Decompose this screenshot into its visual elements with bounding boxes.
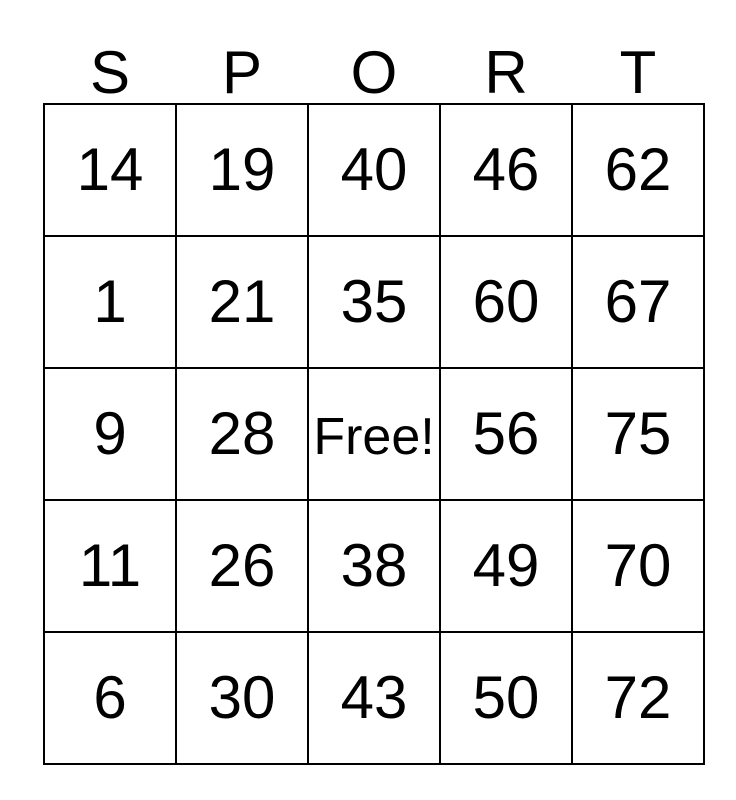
cell-number: 43 — [340, 664, 408, 731]
cell-number: 70 — [604, 532, 672, 599]
cell-number: 30 — [208, 664, 276, 731]
bingo-card: S P O R T 14 19 40 46 62 1 21 35 60 67 — [43, 0, 736, 765]
bingo-cell-r4c2[interactable]: 43 — [307, 631, 441, 765]
cell-number: 50 — [472, 664, 540, 731]
cell-number: 26 — [208, 532, 276, 599]
header-letter-t: T — [619, 39, 657, 106]
bingo-cell-r3c3[interactable]: 49 — [439, 499, 573, 633]
cell-number: 38 — [340, 532, 408, 599]
bingo-cell-r4c4[interactable]: 72 — [571, 631, 705, 765]
cell-number: 49 — [472, 532, 540, 599]
cell-number: 62 — [604, 136, 672, 203]
bingo-cell-r1c0[interactable]: 1 — [43, 235, 177, 369]
bingo-cell-r0c2[interactable]: 40 — [307, 103, 441, 237]
bingo-cell-r2c0[interactable]: 9 — [43, 367, 177, 501]
table-row: 6 30 43 50 72 — [43, 631, 705, 765]
cell-number: 1 — [93, 268, 127, 335]
cell-number: 67 — [604, 268, 672, 335]
bingo-cell-r4c1[interactable]: 30 — [175, 631, 309, 765]
table-row: 9 28 Free! 56 75 — [43, 367, 705, 501]
bingo-cell-r0c1[interactable]: 19 — [175, 103, 309, 237]
cell-number: 6 — [93, 664, 127, 731]
bingo-cell-r4c3[interactable]: 50 — [439, 631, 573, 765]
cell-number: 21 — [208, 268, 276, 335]
cell-number: 72 — [604, 664, 672, 731]
table-row: 14 19 40 46 62 — [43, 103, 705, 237]
cell-number: 28 — [208, 400, 276, 467]
column-letters-row: S P O R T — [44, 0, 704, 104]
bingo-cell-r2c3[interactable]: 56 — [439, 367, 573, 501]
bingo-cell-r0c4[interactable]: 62 — [571, 103, 705, 237]
cell-number: 9 — [93, 400, 127, 467]
bingo-cell-r4c0[interactable]: 6 — [43, 631, 177, 765]
bingo-cell-r3c1[interactable]: 26 — [175, 499, 309, 633]
cell-number: 60 — [472, 268, 540, 335]
header-letter-p: P — [221, 39, 263, 106]
bingo-cell-r3c0[interactable]: 11 — [43, 499, 177, 633]
bingo-cell-r1c1[interactable]: 21 — [175, 235, 309, 369]
cell-number: 11 — [78, 532, 142, 599]
header-letter-o: O — [350, 39, 398, 106]
cell-number: 75 — [604, 400, 672, 467]
free-cell-label: Free! — [313, 408, 435, 466]
bingo-cell-r3c2[interactable]: 38 — [307, 499, 441, 633]
cell-number: 35 — [340, 268, 408, 335]
cell-number: 19 — [208, 136, 276, 203]
bingo-cell-r1c4[interactable]: 67 — [571, 235, 705, 369]
bingo-cell-r0c0[interactable]: 14 — [43, 103, 177, 237]
bingo-cell-r2c4[interactable]: 75 — [571, 367, 705, 501]
bingo-cell-r1c2[interactable]: 35 — [307, 235, 441, 369]
bingo-cell-r1c3[interactable]: 60 — [439, 235, 573, 369]
header-letter-r: R — [484, 39, 528, 106]
cell-number: 40 — [340, 136, 408, 203]
bingo-cell-r3c4[interactable]: 70 — [571, 499, 705, 633]
table-row: 11 26 38 49 70 — [43, 499, 705, 633]
table-row: 1 21 35 60 67 — [43, 235, 705, 369]
bingo-cell-r0c3[interactable]: 46 — [439, 103, 573, 237]
bingo-grid: S P O R T 14 19 40 46 62 1 21 35 60 67 — [43, 0, 705, 765]
bingo-cell-r2c1[interactable]: 28 — [175, 367, 309, 501]
cell-number: 14 — [76, 136, 144, 203]
free-cell[interactable]: Free! — [307, 367, 441, 501]
header-letter-s: S — [89, 39, 131, 106]
cell-number: 46 — [472, 136, 540, 203]
cell-number: 56 — [472, 400, 540, 467]
